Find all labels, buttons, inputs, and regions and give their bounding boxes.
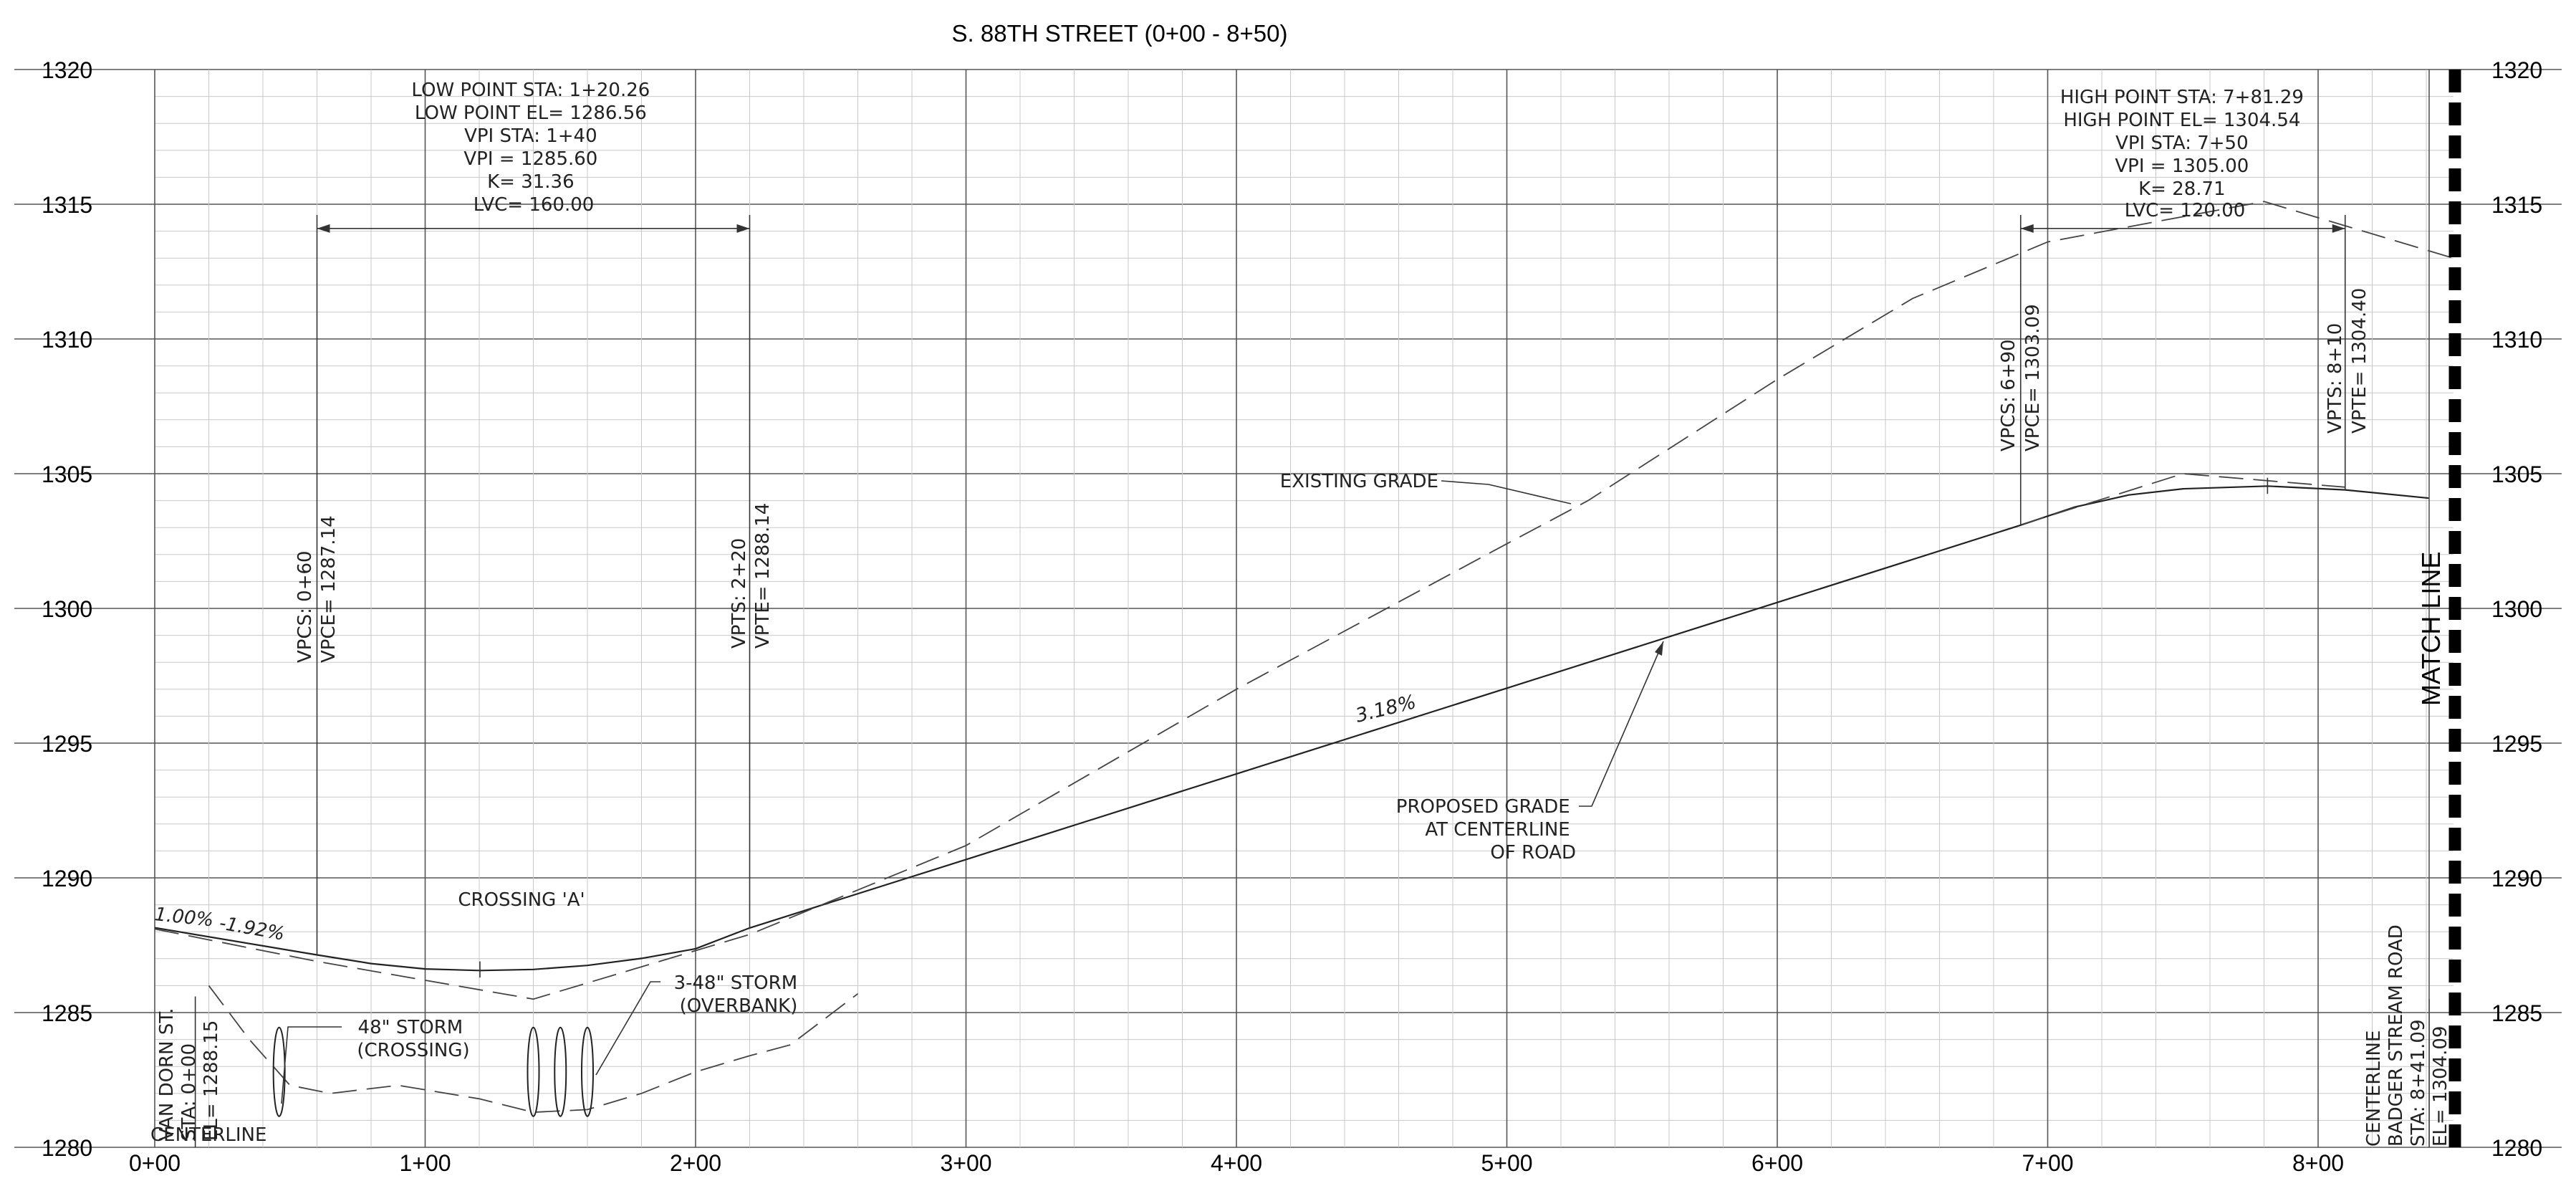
lvc-1-dimension-arrow-left [317,224,330,233]
proposed-grade-label: PROPOSED GRADE AT CENTERLINE OF ROAD [1396,796,1576,864]
station-label: 5+00 [1481,1150,1532,1176]
elevation-label-left: 1300 [42,596,92,622]
elevation-label-right: 1295 [2491,731,2542,757]
centerline-end-station: STA: 8+41.09 [2408,1020,2429,1147]
storm-overbank-leader [595,981,660,1076]
lvc-1-dimension-arrow-right [736,224,750,233]
station-label: 8+00 [2292,1150,2344,1176]
match-line-label: MATCH LINE [2416,552,2446,706]
elevation-label-left: 1295 [42,731,92,757]
elevation-label-right: 1280 [2491,1135,2542,1161]
elevation-label-right: 1315 [2491,192,2542,218]
elevation-label-left: 1290 [42,866,92,891]
elevation-label-left: 1310 [42,327,92,353]
existing-grade-line [208,985,859,1114]
centerline-end-elevation: EL= 1304.09 [2430,1026,2451,1147]
vpc-1-station: VPCS: 0+60 [294,550,316,663]
vpt-2-station: VPTS: 8+10 [2325,323,2346,434]
station-label: 7+00 [2022,1150,2073,1176]
elevation-label-right: 1290 [2491,866,2542,891]
storm-crossing-label: 48" STORM (CROSSING) [357,1017,469,1061]
station-label: 4+00 [1211,1150,1262,1176]
storm-pipe [272,1026,286,1117]
storm-crossing-leader [281,1026,342,1104]
vpc-1-elevation: VPCE= 1287.14 [318,515,340,663]
vpt-1-station: VPTS: 2+20 [729,538,750,649]
centerline-end-road: BADGER STREAM ROAD [2385,924,2407,1147]
elevation-label-left: 1315 [42,192,92,218]
centerline-start-station: STA: 0+00 [178,1043,200,1141]
existing-grade-line [154,201,2454,1000]
high-point-data: HIGH POINT STA: 7+81.29 HIGH POINT EL= 1… [2060,87,2310,221]
centerline-start-street: VAN DORN ST. [156,1008,178,1141]
low-point-data: LOW POINT STA: 1+20.26 LOW POINT EL= 128… [411,80,655,216]
elevation-label-right: 1285 [2491,1000,2542,1026]
axes: 1320 1315 1310 1305 1300 1295 1290 1285 1280 1320… [42,57,2542,1176]
storm-pipe [554,1026,567,1117]
page-title: S. 88TH STREET (0+00 - 8+50) [952,20,1288,47]
elevation-label-right: 1305 [2491,462,2542,487]
centerline-end-label: CENTERLINE [2363,1030,2385,1147]
lvc-2-dimension-arrow-left [2020,224,2034,233]
vpc-2-station: VPCS: 6+90 [1998,339,2019,451]
lvc-2-dimension-arrow-right [2332,224,2345,233]
centerline-start-label: CENTERLINE [150,1124,266,1146]
elevation-label-right: 1320 [2491,57,2542,83]
storm-overbank-label: 3-48" STORM (OVERBANK) [674,972,804,1017]
elevation-label-right: 1310 [2491,327,2542,353]
grade-lines [154,201,2454,1114]
vpc-2-elevation: VPCE= 1303.09 [2022,304,2044,451]
elevation-label-left: 1280 [42,1135,92,1161]
proposed-grade-arrow [1655,641,1663,656]
station-label: 1+00 [399,1150,451,1176]
existing-grade-line [2020,473,2345,526]
crossing-label: CROSSING 'A' [458,889,585,911]
existing-grade-leader [1441,480,1572,504]
vpt-2-elevation: VPTE= 1304.40 [2349,288,2370,434]
storm-pipe [581,1026,594,1117]
elevation-label-right: 1300 [2491,596,2542,622]
elevation-label-left: 1320 [42,57,92,83]
storm-pipe [527,1026,540,1117]
proposed-grade-line [154,485,2430,972]
centerline-start-elevation: EL= 1288.15 [201,1020,222,1141]
grid [14,69,2562,1148]
elevation-label-left: 1305 [42,462,92,487]
proposed-grade-leader [1579,641,1664,807]
station-label: 0+00 [129,1150,181,1176]
annotations [194,70,2461,1147]
station-label: 3+00 [940,1150,991,1176]
station-label: 6+00 [1751,1150,1803,1176]
elevation-label-left: 1285 [42,1000,92,1026]
existing-grade-label: EXISTING GRADE [1280,471,1438,492]
station-label: 2+00 [670,1150,721,1176]
vpt-1-elevation: VPTE= 1288.14 [752,503,774,649]
